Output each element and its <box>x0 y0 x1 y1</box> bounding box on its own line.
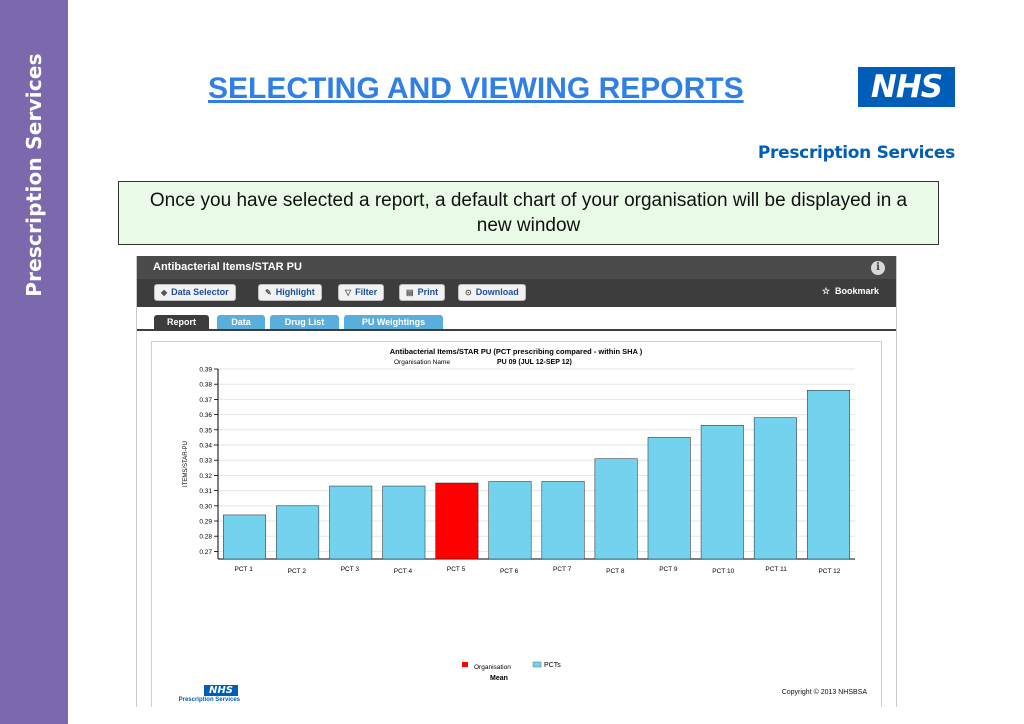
logo-subtitle: Prescription Services <box>757 143 955 163</box>
y-tick-label: 0.33 <box>199 458 212 465</box>
bookmark-button[interactable]: ☆ Bookmark <box>822 286 879 297</box>
data-selector-label: Data Selector <box>171 287 229 297</box>
x-tick-label: PCT 11 <box>765 566 787 573</box>
bar-pct-11 <box>753 417 797 560</box>
sidebar-label: Prescription Services <box>22 53 46 297</box>
toolbar-spacer <box>137 307 896 314</box>
info-icon[interactable]: i <box>871 261 885 275</box>
highlight-label: Highlight <box>275 287 315 297</box>
y-tick-label: 0.31 <box>199 488 212 495</box>
instruction-box: Once you have selected a report, a defau… <box>118 181 939 245</box>
y-tick-label: 0.36 <box>199 412 212 419</box>
tab-bar: Report Data Drug List PU Weightings <box>137 314 896 331</box>
y-tick-label: 0.37 <box>199 397 212 404</box>
bar-pct-1 <box>223 514 267 560</box>
window-title: Antibacterial Items/STAR PU <box>153 261 302 273</box>
tab-drug-list[interactable]: Drug List <box>270 315 339 329</box>
filter-icon: ▽ <box>345 288 352 297</box>
y-tick-label: 0.32 <box>199 473 212 480</box>
star-icon: ☆ <box>821 286 830 296</box>
bar-pct-5 <box>435 482 479 560</box>
window-title-bar: Antibacterial Items/STAR PU i <box>137 256 896 279</box>
y-tick-label: 0.30 <box>199 503 212 510</box>
bar-pct-3 <box>329 485 373 560</box>
legend-label-organisation: Organisation <box>474 664 511 671</box>
x-tick-label: PCT 5 <box>447 566 466 573</box>
chart-frame: Antibacterial Items/STAR PU (PCT prescri… <box>151 341 882 707</box>
tab-data[interactable]: Data <box>217 315 265 329</box>
bar-pct-12 <box>806 390 850 560</box>
x-tick-label: PCT 7 <box>553 566 572 573</box>
bar-pct-10 <box>700 424 744 560</box>
chart-subtitle-label: Organisation Name <box>394 359 450 366</box>
bar-pct-2 <box>276 505 320 560</box>
download-button[interactable]: ⊙ Download <box>458 284 526 301</box>
x-tick-label: PCT 8 <box>606 568 625 575</box>
y-tick-label: 0.27 <box>199 549 212 556</box>
data-selector-button[interactable]: ◆ Data Selector <box>154 284 236 301</box>
x-tick-label: PCT 10 <box>712 568 734 575</box>
x-tick-label: PCT 9 <box>659 566 678 573</box>
chart-subtitle-value: PU 09 (JUL 12-SEP 12) <box>497 359 572 366</box>
x-tick-label: PCT 6 <box>500 568 519 575</box>
bar-pct-8 <box>594 458 638 560</box>
y-tick-label: 0.34 <box>199 443 212 450</box>
x-tick-label: PCT 2 <box>288 568 307 575</box>
bar-chart: Antibacterial Items/STAR PU (PCT prescri… <box>183 347 855 682</box>
y-tick-label: 0.28 <box>199 534 212 541</box>
bar-pct-6 <box>488 481 532 560</box>
legend-swatch-organisation <box>462 662 468 667</box>
x-tick-label: PCT 3 <box>341 566 360 573</box>
bar-pct-4 <box>382 485 426 560</box>
print-icon: ▤ <box>406 288 414 297</box>
download-label: Download <box>475 287 519 297</box>
print-label: Print <box>417 287 439 297</box>
sidebar-band: Prescription Services <box>0 0 68 724</box>
tab-pu-weightings[interactable]: PU Weightings <box>344 315 443 329</box>
tab-report[interactable]: Report <box>154 315 209 329</box>
report-window: Antibacterial Items/STAR PU i ◆ Data Sele… <box>136 256 897 707</box>
y-tick-label: 0.39 <box>199 367 212 374</box>
y-tick-label: 0.35 <box>199 427 212 434</box>
slide-title: SELECTING AND VIEWING REPORTS <box>208 72 744 105</box>
bookmark-label: Bookmark <box>834 286 879 296</box>
toolbar: ◆ Data Selector ✎ Highlight ▽ Filter ▤ Print… <box>137 279 896 307</box>
x-tick-label: PCT 4 <box>394 568 413 575</box>
bar-pct-7 <box>541 481 585 560</box>
x-tick-label: PCT 1 <box>235 566 254 573</box>
nhs-logo: NHS <box>858 67 955 107</box>
y-tick-label: 0.38 <box>199 382 212 389</box>
y-tick-label: 0.29 <box>199 519 212 526</box>
footer-logo-mark: NHS <box>204 685 238 696</box>
x-tick-label: PCT 12 <box>818 568 840 575</box>
legend-swatch-pcts <box>532 661 542 668</box>
chart-title: Antibacterial Items/STAR PU (PCT prescri… <box>390 347 643 356</box>
legend-label-mean-cut: Mean <box>490 675 508 682</box>
highlight-button[interactable]: ✎ Highlight <box>258 284 322 301</box>
data-selector-icon: ◆ <box>161 288 168 297</box>
filter-label: Filter <box>355 287 378 297</box>
footer-logo: NHS Prescription Services <box>170 685 240 705</box>
footer-logo-subtitle: Prescription Services <box>178 697 240 703</box>
legend-label-pcts: PCTs <box>544 662 561 669</box>
instruction-text: Once you have selected a report, a defau… <box>149 190 908 236</box>
download-icon: ⊙ <box>465 288 472 297</box>
y-axis-label: ITEMS/STAR-PU <box>183 441 189 487</box>
filter-button[interactable]: ▽ Filter <box>338 284 385 301</box>
copyright-text: Copyright © 2013 NHSBSA <box>781 689 867 696</box>
print-button[interactable]: ▤ Print <box>399 284 446 301</box>
highlight-icon: ✎ <box>265 288 272 297</box>
bar-pct-9 <box>647 437 691 560</box>
